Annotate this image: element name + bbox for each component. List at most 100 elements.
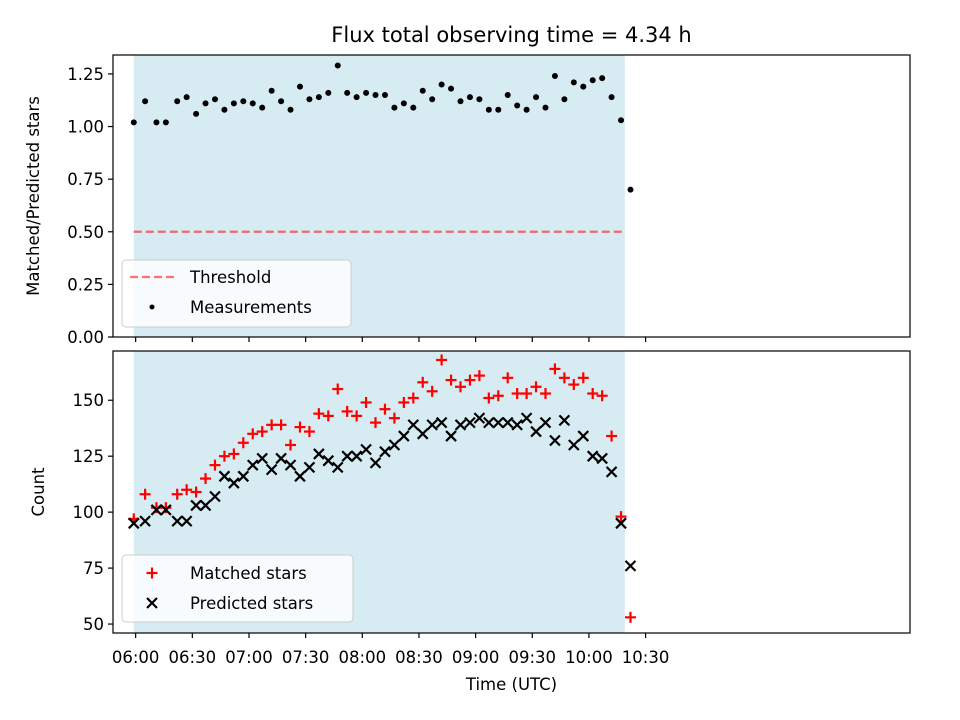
measurement-point	[211, 96, 218, 103]
top-y-tick-label: 0.00	[67, 328, 104, 347]
measurement-point	[183, 94, 190, 101]
predicted-star-point	[150, 504, 163, 516]
measurement-point	[391, 104, 398, 111]
matched-star-point	[228, 448, 240, 460]
predicted-star-point	[331, 461, 344, 474]
measurement-point	[504, 91, 511, 98]
predicted-star-point	[160, 504, 172, 516]
measurement-point	[174, 98, 181, 105]
matched-star-point	[549, 363, 561, 375]
measurement-point	[130, 119, 137, 126]
predicted-star-point	[127, 517, 140, 530]
matched-star-point	[303, 426, 315, 438]
measurement-point	[240, 98, 247, 105]
matched-star-point	[388, 412, 400, 424]
bottom-y-tick-label: 75	[83, 559, 104, 578]
measurement-point	[580, 83, 587, 90]
matched-star-point	[360, 396, 372, 408]
measurement-point	[202, 100, 209, 107]
predicted-star-point	[492, 416, 505, 429]
measurement-point	[495, 106, 502, 113]
predicted-star-point	[605, 466, 618, 478]
predicted-star-point	[539, 416, 552, 429]
bottom-x-tick-label: 08:00	[339, 648, 387, 667]
matched-star-point	[247, 428, 259, 440]
legend-matched-label: Matched stars	[190, 564, 307, 583]
matched-star-point	[502, 372, 514, 384]
measurement-point	[278, 98, 285, 105]
measurement-point	[542, 104, 549, 111]
predicted-star-point	[190, 499, 202, 512]
bottom-axes-frame	[112, 350, 911, 634]
measurement-point	[363, 89, 370, 96]
matched-star-point	[558, 372, 570, 384]
predicted-star-point	[379, 445, 391, 458]
predicted-star-point	[265, 463, 278, 476]
predicted-star-point	[586, 450, 599, 462]
predicted-star-point	[256, 452, 268, 465]
x-axis-label: Time (UTC)	[465, 675, 557, 694]
matched-star-point	[209, 459, 221, 471]
bottom-y-tick-label: 100	[73, 503, 105, 522]
bottom-x-tick-label: 10:00	[565, 648, 613, 667]
predicted-star-point	[199, 499, 212, 512]
measurement-point	[325, 89, 332, 96]
matched-star-point	[407, 392, 419, 404]
matched-star-point	[332, 383, 344, 395]
measurement-point	[599, 75, 606, 82]
measurement-point	[485, 106, 492, 113]
top-axes-frame	[112, 54, 911, 338]
predicted-star-point	[313, 448, 325, 460]
predicted-star-point	[303, 461, 316, 474]
matched-star-point	[190, 486, 202, 498]
measurement-point	[429, 96, 436, 103]
measurement-point	[230, 100, 237, 107]
matched-star-point	[492, 390, 504, 402]
measurement-point	[608, 94, 615, 101]
measurement-point	[334, 62, 341, 69]
measurement-point	[268, 87, 275, 94]
predicted-star-point	[577, 430, 590, 442]
measurement-point	[372, 91, 379, 98]
bottom-x-tick-label: 08:30	[395, 648, 443, 667]
matched-star-point	[322, 410, 334, 422]
matched-star-point	[473, 370, 485, 382]
predicted-star-point	[209, 490, 221, 503]
predicted-star-point	[139, 515, 151, 527]
predicted-star-point	[483, 416, 495, 429]
predicted-star-point	[341, 450, 353, 462]
measurement-point	[448, 85, 455, 92]
predicted-star-point	[435, 416, 448, 429]
predicted-star-point	[464, 416, 476, 429]
legend-matched-swatch	[146, 567, 158, 579]
matched-star-point	[445, 374, 457, 386]
matched-star-point	[568, 379, 580, 391]
matched-star-point	[256, 426, 268, 438]
predicted-star-point	[511, 419, 523, 431]
bottom-x-tick-label: 07:00	[225, 648, 273, 667]
matched-star-point	[237, 437, 249, 449]
predicted-star-point	[350, 450, 363, 462]
measurement-point	[476, 96, 483, 103]
bottom-x-tick-label: 06:30	[169, 648, 217, 667]
predicted-star-point	[445, 430, 457, 442]
matched-star-point	[351, 410, 363, 422]
top-legend	[121, 259, 352, 328]
measurement-point	[419, 87, 426, 94]
matched-star-point	[464, 374, 476, 386]
legend-threshold-label: Threshold	[189, 268, 271, 287]
measurement-point	[589, 77, 596, 84]
predicted-star-point	[237, 470, 250, 483]
matched-star-point	[379, 403, 391, 415]
measurement-point	[457, 98, 464, 105]
measurement-point	[618, 117, 625, 124]
bottom-y-axis-label: Count	[29, 467, 48, 517]
bottom-y-tick-label: 150	[73, 391, 105, 410]
measurement-point	[533, 94, 540, 101]
predicted-star-point	[360, 443, 372, 456]
predicted-star-point	[218, 470, 231, 483]
top-y-tick-label: 1.00	[67, 118, 104, 137]
chart-title: Flux total observing time = 4.34 h	[331, 23, 691, 47]
